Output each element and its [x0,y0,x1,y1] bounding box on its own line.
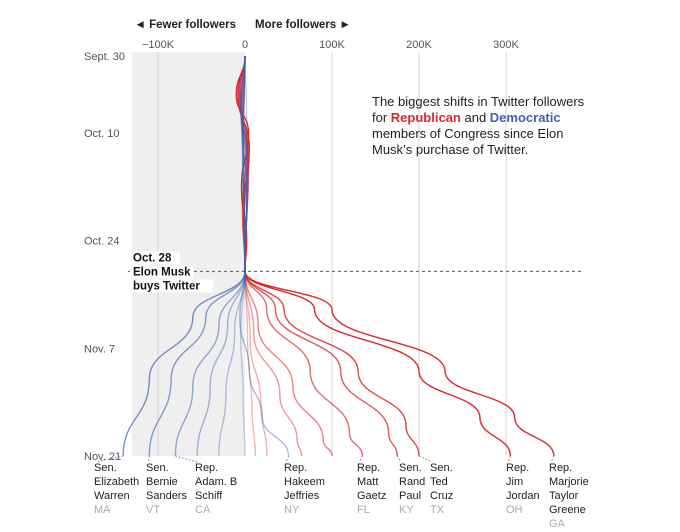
member-name-line: Rep. [506,462,529,474]
member-state: MA [94,504,111,516]
member-labels: Sen. Elizabeth Warren MA Sen. Bernie Sanders VT… [94,455,589,530]
democratic-member-line [122,55,249,457]
member-name-line: Rep. [357,462,380,474]
republican-member-line [240,55,333,457]
member-state: OH [506,504,523,516]
event-label-line: Oct. 28 [133,252,172,264]
x-tick-label: 200K [406,39,432,51]
member-label: Rep. Matt Gaetz FL [357,455,386,516]
member-leader [507,455,511,463]
member-state: FL [357,504,370,516]
member-label: Sen. Ted Cruz TX [418,455,453,516]
event-label-line: buys Twitter [133,280,200,292]
event-label-bg [130,251,181,265]
member-name-line: Greene [549,504,586,516]
member-name-line: Sen. [146,462,169,474]
member-leader [175,455,198,463]
fewer-followers-label: ◄ Fewer followers [135,19,237,31]
event-label-line: Elon Musk [133,266,191,278]
member-leader [418,455,433,463]
member-label: Rep. Adam. B Schiff CA [175,455,237,516]
x-tick-label: 300K [493,39,519,51]
note-republican: Republican [390,110,461,125]
x-tick-label: 0 [242,39,248,51]
member-state: NY [284,504,300,516]
date-tick-labels: Sept. 30 Oct. 10 Oct. 24 Nov. 7 Nov. 21 [84,51,125,463]
member-name-line: Rep. [549,462,572,474]
member-name-line: Jim [506,476,523,488]
member-name-line: Rand [399,476,425,488]
member-label: Sen. Elizabeth Warren MA [94,455,139,516]
note-text-post: members of Congress since Elon Musk’s pu… [372,126,564,157]
member-leader [285,455,289,463]
more-followers-label: More followers ► [255,19,351,31]
note-democratic: Democratic [489,110,561,125]
member-name-line: Sen. [94,462,117,474]
date-tick-label: Sept. 30 [84,51,125,63]
member-name-line: Bernie [146,476,178,488]
member-name-line: Sanders [146,490,187,502]
event-annotation: Oct. 28 Elon Musk buys Twitter [130,251,214,293]
member-name-line: Schiff [195,490,223,502]
event-label-bg [130,279,214,293]
member-label: Rep. Marjorie Taylor Greene GA [549,455,589,530]
member-leader [550,455,555,463]
member-name-line: Adam. B [195,476,237,488]
date-tick-label: Oct. 10 [84,128,119,140]
member-name-line: Matt [357,476,378,488]
member-leader [396,455,402,463]
member-name-line: Jeffries [284,490,320,502]
member-state: VT [146,504,160,516]
member-name-line: Gaetz [357,490,386,502]
x-gridlines [157,52,507,456]
member-state: GA [549,518,566,530]
member-name-line: Sen. [430,462,453,474]
note-text-mid: and [460,110,490,125]
member-state: TX [430,504,445,516]
date-tick-label: Oct. 24 [84,236,119,248]
member-name-line: Elizabeth [94,476,139,488]
member-name-line: Taylor [549,490,579,502]
member-name-line: Marjorie [549,476,589,488]
chart-note: The biggest shifts in Twitter followers … [372,94,587,158]
x-tick-label: 100K [319,39,345,51]
member-name-line: Paul [399,490,421,502]
member-leader [358,455,363,463]
member-name-line: Jordan [506,490,540,502]
member-label: Sen. Rand Paul KY [396,455,425,516]
member-name-line: Cruz [430,490,453,502]
member-name-line: Warren [94,490,130,502]
x-tick-labels: −100K 0 100K 200K 300K [142,39,520,51]
date-tick-label: Nov. 7 [84,343,115,355]
member-name-line: Rep. [195,462,218,474]
member-label: Sen. Bernie Sanders VT [146,455,187,516]
member-label: Rep. Hakeem Jeffries NY [284,455,325,516]
member-name-line: Sen. [399,462,422,474]
member-leader [147,455,150,463]
note-text-pre: The biggest shifts in Twitter followers … [372,94,585,125]
member-state: KY [399,504,414,516]
member-state: CA [195,504,211,516]
member-label: Rep. Jim Jordan OH [506,455,540,516]
member-leader [95,455,124,463]
member-name-line: Hakeem [284,476,325,488]
date-tick-label: Nov. 21 [84,451,121,463]
member-name-line: Ted [430,476,448,488]
event-label-bg [130,265,194,279]
member-name-line: Rep. [284,462,307,474]
x-tick-label: −100K [142,39,175,51]
